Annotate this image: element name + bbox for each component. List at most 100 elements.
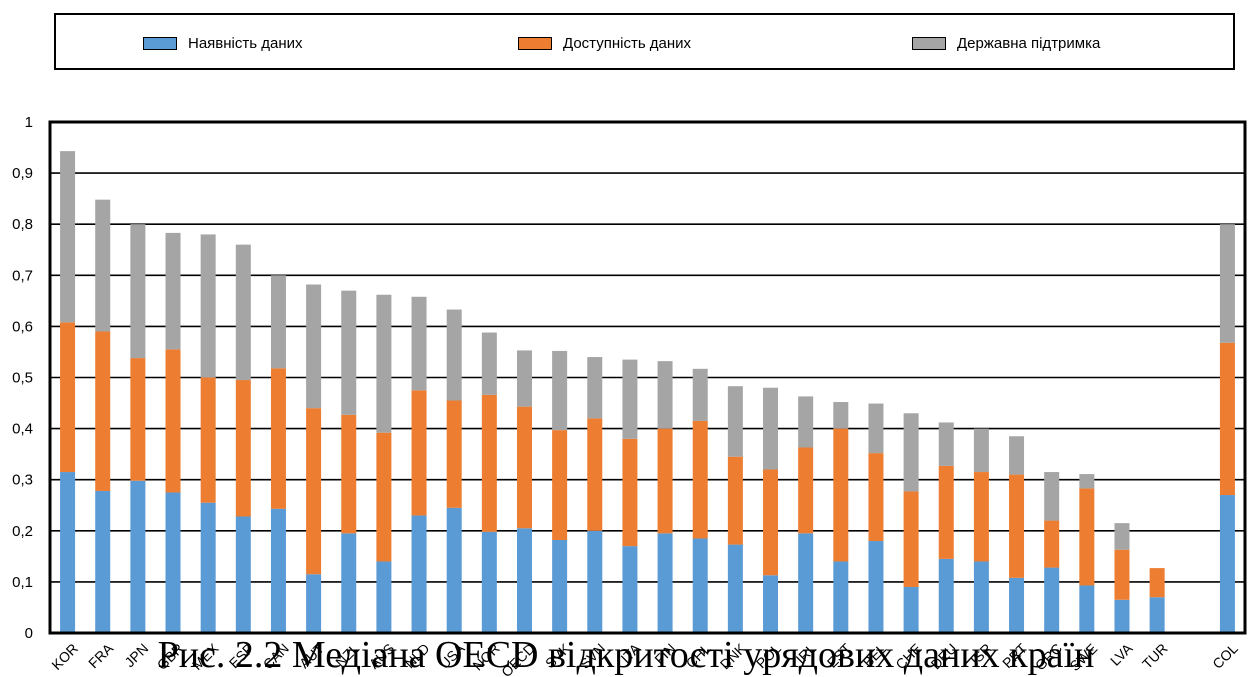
bar-segment [411,390,427,516]
bar-segment [587,530,603,633]
bar-segment [973,428,989,473]
bar-segment [481,531,497,633]
bar-segment [657,361,673,429]
bar-segment [1079,585,1095,633]
bar-segment [165,232,181,350]
bar-segment [1009,436,1025,475]
legend-swatch [518,36,552,50]
bar-segment [341,414,357,534]
bar-segment [622,438,638,547]
bar-segment [165,349,181,493]
legend-label: Наявність даних [188,34,303,52]
bar-segment [903,587,919,633]
legend-swatch [912,36,946,50]
bar-segment [552,350,568,431]
bar-segment [446,309,462,401]
legend-swatch [143,36,177,50]
bar-segment [552,539,568,633]
bar-segment [95,199,111,332]
bar-segment [587,418,603,531]
bar-segment [481,394,497,532]
bar-segment [833,561,849,633]
bar-segment [130,480,146,633]
bar-segment [1114,599,1130,633]
bar-segment [235,244,251,381]
bar-segment [1149,568,1165,598]
bar-segment [727,456,743,545]
bar-segment [306,574,322,633]
bar-segment [130,224,146,359]
legend-item-accessibility: Доступність даних [518,34,691,52]
legend-label: Доступність даних [563,34,692,52]
bar-segment [270,275,286,369]
bar-segment [833,402,849,429]
bar-segment [798,396,814,448]
bar-segment [587,357,603,419]
bar-segment [306,408,322,575]
bar-segment [1079,488,1095,586]
bar-segment [1219,224,1235,343]
y-tick-label: 0,1 [12,574,33,591]
legend: Наявність даних Доступність даних Держав… [54,13,1235,70]
y-tick-label: 0,6 [12,318,33,335]
bar-segment [165,492,181,633]
bar-segment [552,430,568,540]
bar-segment [270,368,286,509]
bar-segment [60,472,76,633]
y-tick-label: 0,8 [12,216,33,233]
plot-frame [48,120,1247,635]
bar-segment [200,377,216,503]
bar-segment [833,428,849,562]
bar-segment [657,533,673,633]
bar-segment [903,491,919,588]
bar-segment [1044,567,1060,633]
bar-segment [1044,520,1060,568]
bar-segment [1219,495,1235,633]
bar-segment [798,447,814,534]
bar-segment [376,432,392,562]
bar-segment [1044,472,1060,521]
bar-segment [411,296,427,391]
bar-segment [376,561,392,633]
bar-segment [1114,549,1130,600]
bar-segment [95,490,111,633]
y-tick-label: 0,9 [12,165,33,182]
bar-segment [446,400,462,508]
bar-segment [868,453,884,542]
bar-segment [938,422,954,466]
bar-segment [727,386,743,457]
bar-segment [270,508,286,633]
bar-segment [446,507,462,633]
bar-segment [235,380,251,517]
bar-segment [341,533,357,633]
bar-segment [692,368,708,421]
bar-segment [798,533,814,633]
figure-caption: Рис. 2.2 Медіана OECD відкритості урядов… [157,634,1095,676]
y-tick-label: 0,5 [12,370,33,387]
bar-segment [1219,342,1235,496]
legend-item-availability: Наявність даних [143,34,303,52]
bar-segment [692,538,708,633]
legend-label: Державна підтримка [957,34,1101,52]
bar-segment [130,358,146,481]
bar-segment [868,541,884,633]
bar-segment [95,331,111,491]
bar-segment [200,502,216,633]
bar-segment [973,561,989,633]
bar-segment [481,332,497,395]
bar-segment [235,516,251,633]
legend-item-government-support: Державна підтримка [912,34,1100,52]
y-tick-label: 0,2 [12,523,33,540]
bar-segment [903,413,919,492]
bar-segment [622,546,638,633]
y-tick-label: 1 [25,114,33,131]
bar-segment [1009,474,1025,578]
bar-segment [411,515,427,633]
bar-segment [1114,523,1130,550]
bar-segment [516,406,532,529]
y-tick-label: 0 [25,625,33,642]
bar-segment [657,428,673,534]
bar-segment [868,403,884,454]
